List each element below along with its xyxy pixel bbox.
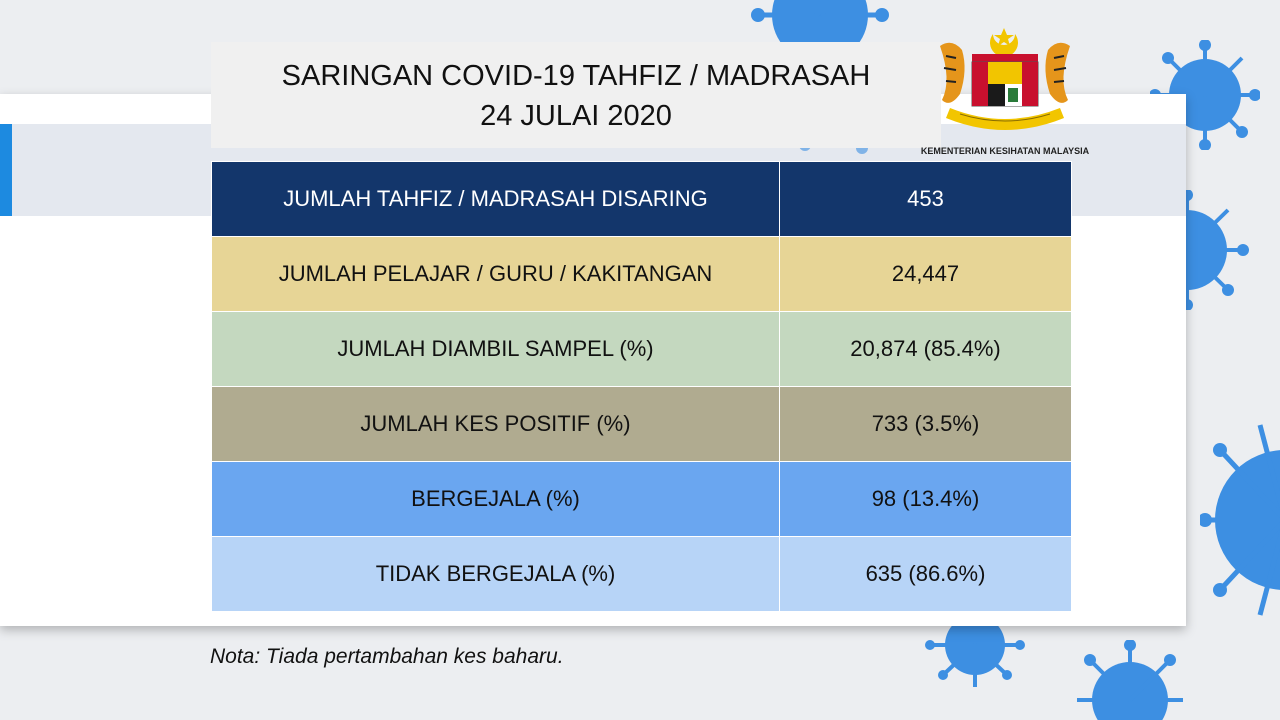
table-row: TIDAK BERGEJALA (%) 635 (86.6%) [211, 536, 1072, 612]
virus-icon [1200, 424, 1280, 616]
screening-table: JUMLAH TAHFIZ / MADRASAH DISARING 453 JU… [211, 161, 1072, 612]
row-label: JUMLAH KES POSITIF (%) [211, 386, 780, 462]
table-row: JUMLAH TAHFIZ / MADRASAH DISARING 453 [211, 161, 1072, 237]
row-value: 20,874 (85.4%) [779, 311, 1072, 387]
coat-of-arms-icon [940, 28, 1070, 130]
row-label: BERGEJALA (%) [211, 461, 780, 537]
row-label: TIDAK BERGEJALA (%) [211, 536, 780, 612]
table-row: JUMLAH DIAMBIL SAMPEL (%) 20,874 (85.4%) [211, 311, 1072, 387]
ministry-name: KEMENTERIAN KESIHATAN MALAYSIA [920, 146, 1090, 156]
row-label: JUMLAH PELAJAR / GURU / KAKITANGAN [211, 236, 780, 312]
row-value: 98 (13.4%) [779, 461, 1072, 537]
accent-bar [0, 124, 12, 216]
row-value: 453 [779, 161, 1072, 237]
table-row: JUMLAH PELAJAR / GURU / KAKITANGAN 24,44… [211, 236, 1072, 312]
row-label: JUMLAH TAHFIZ / MADRASAH DISARING [211, 161, 780, 237]
footnote: Nota: Tiada pertambahan kes baharu. [210, 645, 564, 668]
title-box [211, 42, 941, 148]
row-value: 635 (86.6%) [779, 536, 1072, 612]
virus-icon [1077, 640, 1183, 720]
title-date: 24 JULAI 2020 [480, 100, 672, 132]
table-row: BERGEJALA (%) 98 (13.4%) [211, 461, 1072, 537]
page-title: SARINGAN COVID-19 TAHFIZ / MADRASAH 24 J… [211, 56, 941, 136]
virus-icon [1150, 40, 1260, 150]
title-line-1: SARINGAN COVID-19 TAHFIZ / MADRASAH [281, 60, 871, 92]
ministry-logo: KEMENTERIAN KESIHATAN MALAYSIA [910, 26, 1100, 156]
table-row: JUMLAH KES POSITIF (%) 733 (3.5%) [211, 386, 1072, 462]
row-label: JUMLAH DIAMBIL SAMPEL (%) [211, 311, 780, 387]
row-value: 733 (3.5%) [779, 386, 1072, 462]
row-value: 24,447 [779, 236, 1072, 312]
